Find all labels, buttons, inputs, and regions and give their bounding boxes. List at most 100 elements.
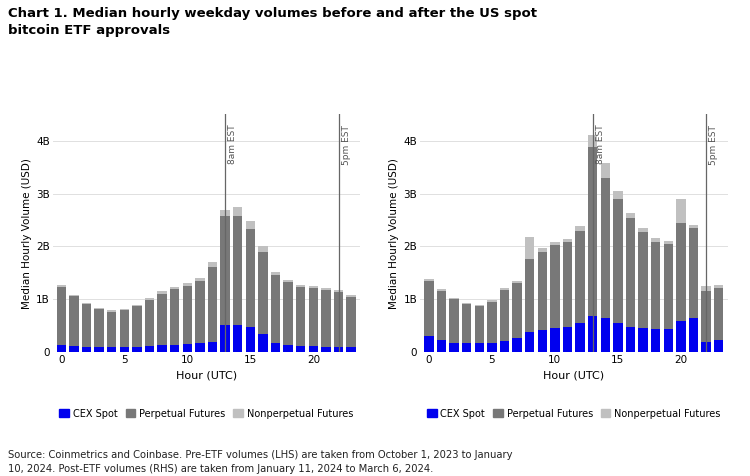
Text: Source: Coinmetrics and Coinbase. Pre-ETF volumes (LHS) are taken from October 1: Source: Coinmetrics and Coinbase. Pre-ET…	[8, 450, 512, 474]
Bar	[651, 242, 661, 329]
Bar	[132, 305, 142, 306]
Bar	[284, 282, 293, 345]
Bar	[107, 310, 116, 311]
Bar	[601, 163, 610, 178]
Text: 8am EST: 8am EST	[228, 125, 237, 164]
Bar	[462, 303, 471, 304]
Bar	[158, 291, 166, 294]
Bar	[449, 298, 459, 299]
Bar	[346, 297, 356, 347]
Bar	[271, 343, 280, 352]
Bar	[638, 228, 648, 232]
Y-axis label: Median Hourly Volume (USD): Median Hourly Volume (USD)	[389, 158, 399, 308]
Bar	[132, 347, 142, 352]
Bar	[271, 272, 280, 275]
Bar	[145, 298, 154, 300]
Bar	[550, 242, 560, 246]
Bar	[182, 286, 192, 344]
Bar	[525, 237, 534, 259]
Text: Chart 1. Median hourly weekday volumes before and after the US spot
bitcoin ETF : Chart 1. Median hourly weekday volumes b…	[8, 7, 536, 37]
Bar	[424, 281, 433, 337]
Bar	[208, 262, 218, 267]
Bar	[334, 290, 344, 292]
Bar	[94, 308, 104, 309]
Bar	[220, 216, 230, 325]
Text: 5pm EST: 5pm EST	[342, 125, 351, 165]
Legend: CEX Spot, Perpetual Futures, Nonperpetual Futures: CEX Spot, Perpetual Futures, Nonperpetua…	[423, 405, 724, 423]
Bar	[334, 347, 344, 352]
Bar	[195, 281, 205, 343]
Bar	[284, 345, 293, 352]
Bar	[601, 178, 610, 318]
X-axis label: Hour (UTC): Hour (UTC)	[176, 371, 237, 381]
Bar	[714, 288, 724, 339]
Bar	[638, 232, 648, 328]
Bar	[182, 344, 192, 352]
Bar	[575, 323, 585, 352]
Bar	[321, 347, 331, 352]
Bar	[626, 327, 635, 352]
Bar	[614, 191, 622, 199]
Bar	[158, 294, 166, 346]
Bar	[676, 199, 686, 223]
Legend: CEX Spot, Perpetual Futures, Nonperpetual Futures: CEX Spot, Perpetual Futures, Nonperpetua…	[56, 405, 357, 423]
Bar	[575, 227, 585, 230]
Bar	[651, 329, 661, 352]
Bar	[714, 339, 724, 352]
Bar	[296, 346, 305, 352]
Bar	[182, 284, 192, 286]
Bar	[208, 267, 218, 342]
Bar	[220, 210, 230, 216]
Bar	[550, 328, 560, 352]
Bar	[145, 347, 154, 352]
Bar	[233, 216, 242, 325]
Bar	[233, 325, 242, 352]
Bar	[82, 347, 92, 352]
Bar	[195, 278, 205, 281]
Bar	[309, 347, 318, 352]
Bar	[701, 286, 711, 291]
Bar	[208, 342, 218, 352]
Bar	[107, 347, 116, 352]
Bar	[487, 343, 496, 352]
Bar	[512, 281, 522, 283]
Bar	[701, 291, 711, 342]
Bar	[500, 341, 509, 352]
Bar	[334, 292, 344, 347]
Bar	[538, 248, 547, 252]
Bar	[475, 305, 484, 306]
Bar	[614, 199, 622, 323]
Text: 8am EST: 8am EST	[596, 125, 604, 164]
Bar	[82, 304, 92, 347]
Bar	[601, 318, 610, 352]
Bar	[475, 343, 484, 352]
Bar	[246, 229, 255, 327]
Bar	[170, 287, 179, 289]
Bar	[296, 287, 305, 346]
Bar	[449, 299, 459, 343]
Bar	[676, 320, 686, 352]
Bar	[69, 296, 79, 347]
Bar	[170, 289, 179, 345]
Bar	[688, 228, 698, 318]
Bar	[246, 327, 255, 352]
Bar	[525, 259, 534, 332]
X-axis label: Hour (UTC): Hour (UTC)	[543, 371, 604, 381]
Bar	[69, 295, 79, 296]
Bar	[512, 283, 522, 338]
Bar	[284, 280, 293, 282]
Bar	[550, 246, 560, 328]
Bar	[346, 347, 356, 352]
Bar	[588, 316, 598, 352]
Bar	[538, 330, 547, 352]
Bar	[664, 241, 673, 244]
Bar	[258, 247, 268, 252]
Bar	[436, 339, 446, 352]
Bar	[107, 311, 116, 347]
Bar	[195, 343, 205, 352]
Bar	[56, 346, 66, 352]
Bar	[132, 306, 142, 347]
Bar	[271, 275, 280, 343]
Bar	[475, 306, 484, 343]
Bar	[94, 347, 104, 352]
